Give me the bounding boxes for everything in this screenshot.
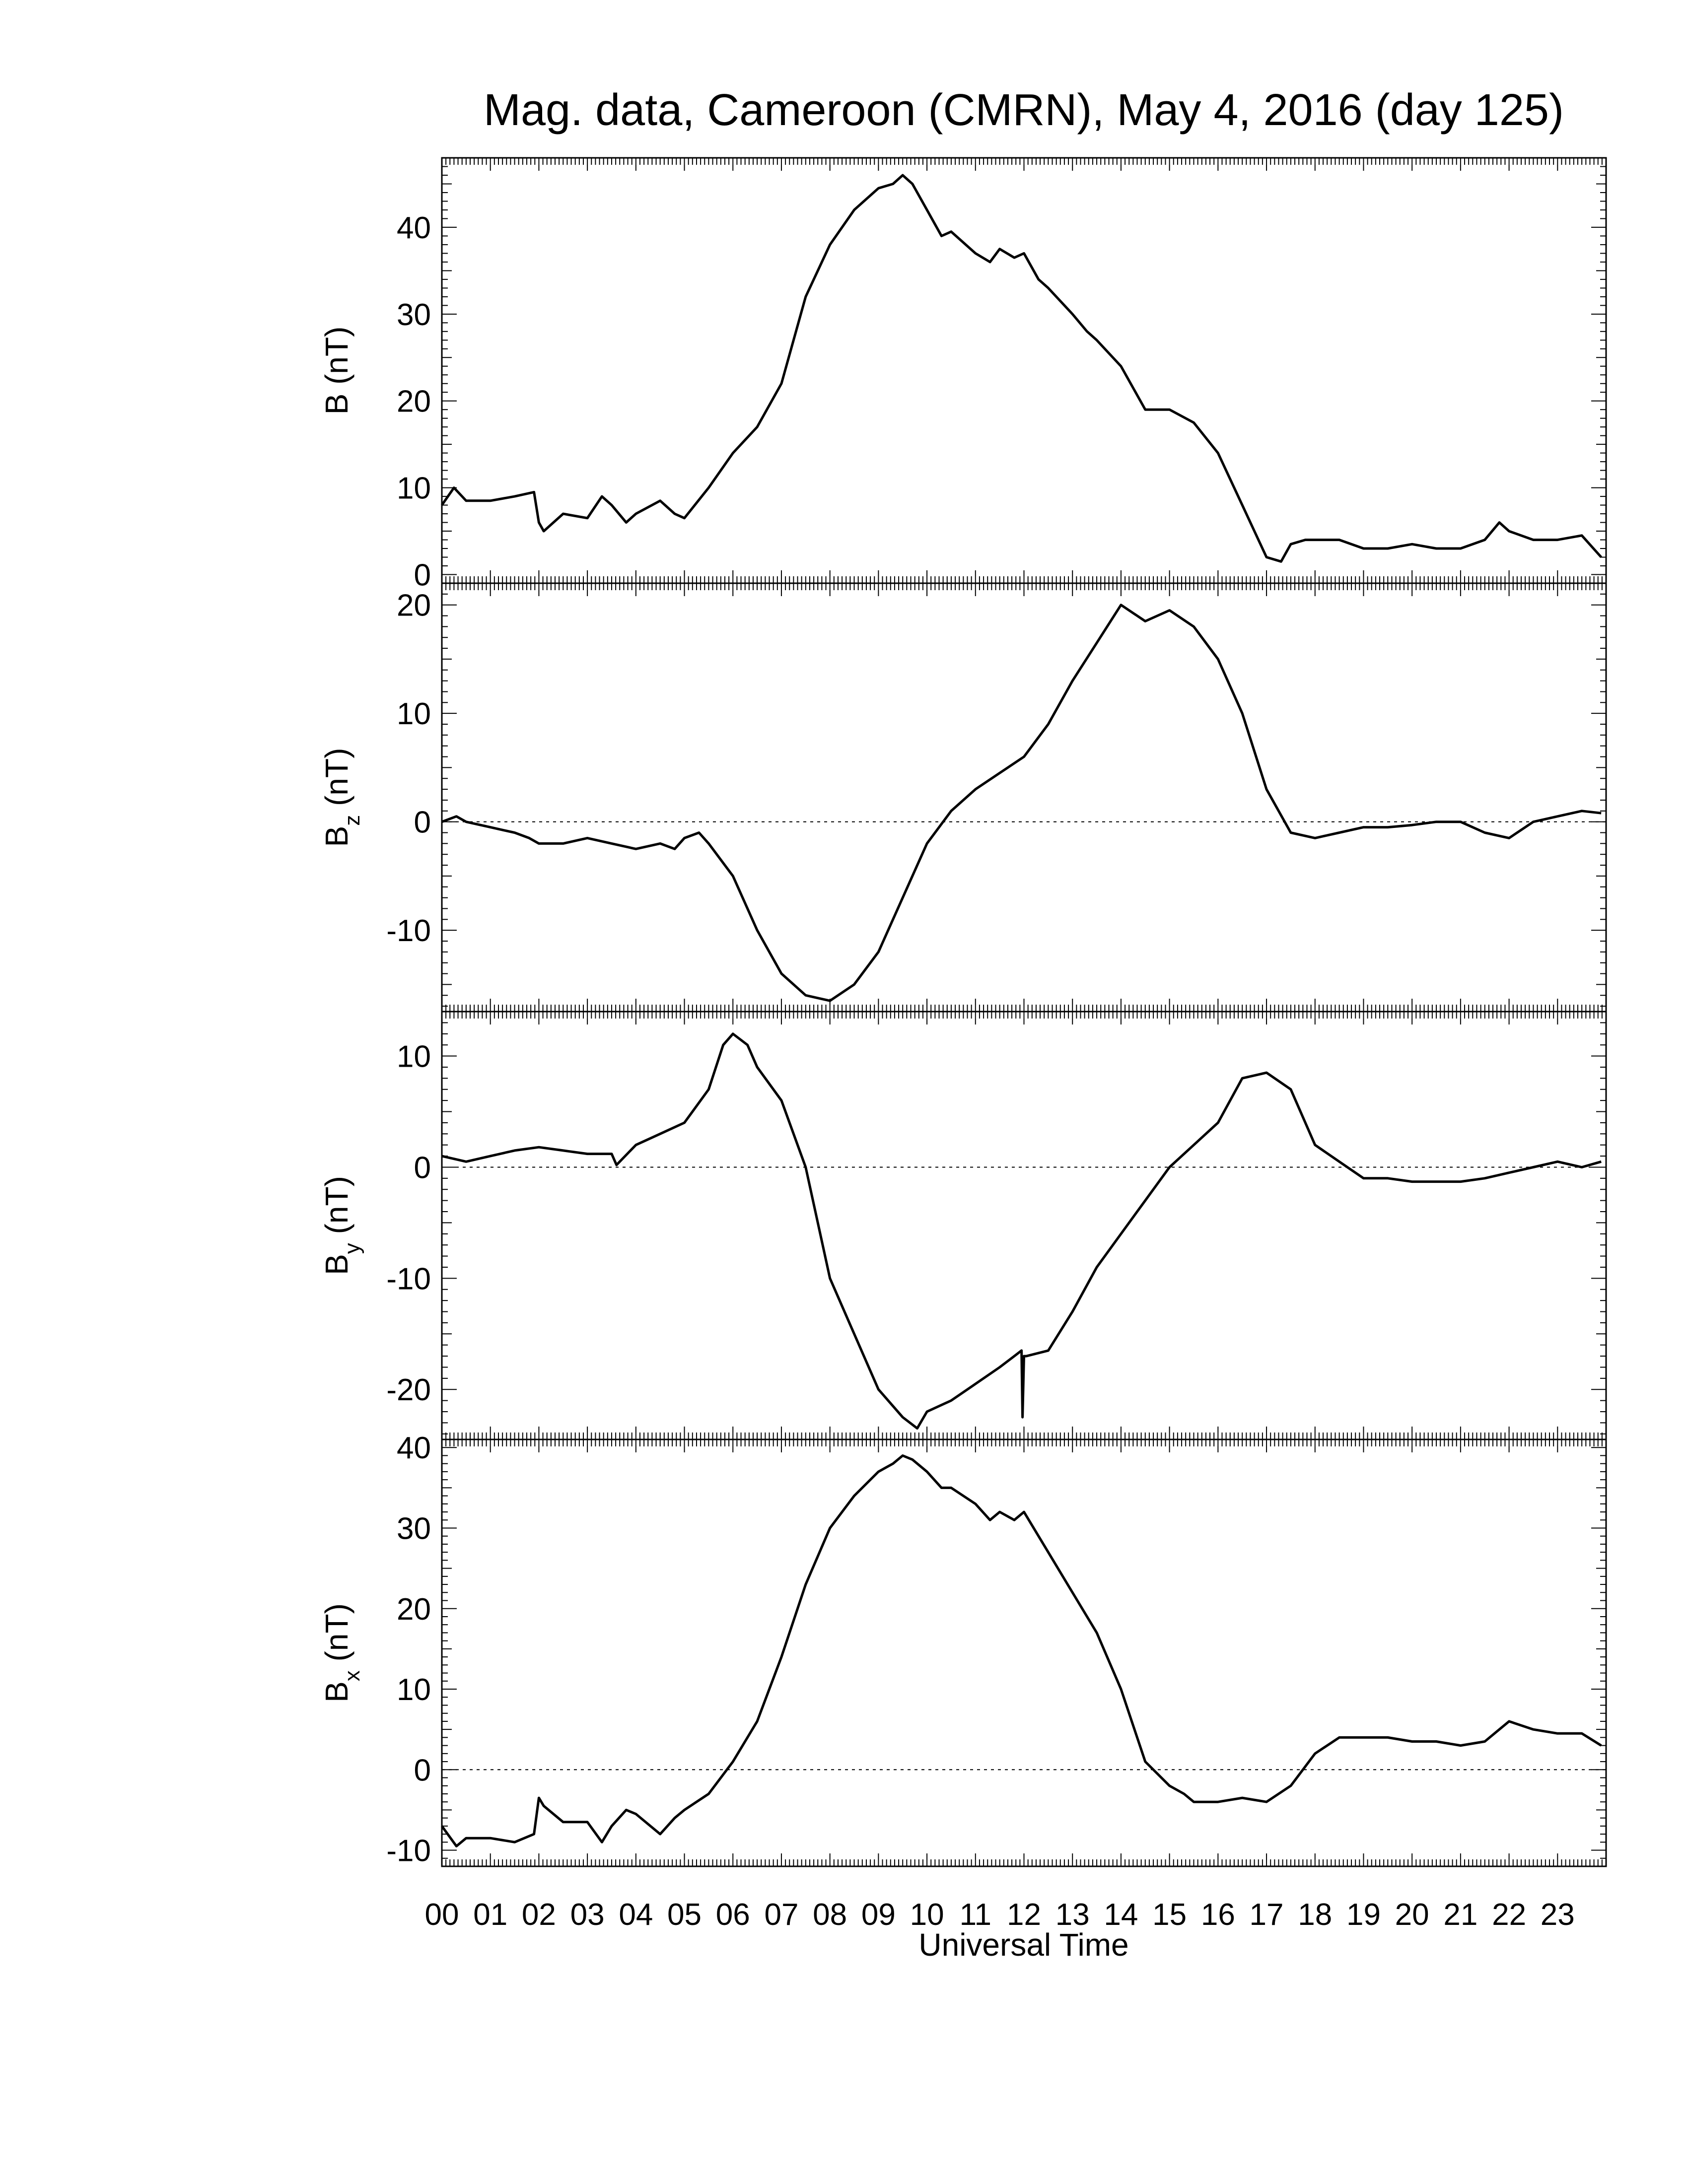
x-tick-label: 14 <box>1104 1898 1138 1932</box>
y-tick-label-By: 0 <box>414 1151 431 1185</box>
x-tick-label: 17 <box>1250 1898 1284 1932</box>
x-tick-label: 10 <box>910 1898 944 1932</box>
y-axis-label-unit: (nT) <box>319 1176 354 1243</box>
panel-By: -20 -10 0 10 By (nT) <box>319 1011 1607 1440</box>
x-tick-label: 20 <box>1395 1898 1429 1932</box>
x-tick-label: 21 <box>1443 1898 1477 1932</box>
y-tick-label-B: 10 <box>397 472 431 506</box>
panel-Bx: -10 0 10 20 30 40 Bx (nT) <box>319 1431 1607 1868</box>
y-tick-label-Bz: -10 <box>386 914 431 948</box>
y-tick-label-Bz: 10 <box>397 697 431 731</box>
x-tick-label: 11 <box>960 1898 991 1932</box>
y-tick-label-Bx: 20 <box>397 1592 431 1627</box>
panel-B: 0 10 20 30 40 B (nT) <box>319 157 1607 593</box>
y-axis-label-Bx: Bx (nT) <box>319 1603 364 1703</box>
y-tick-label-By: -10 <box>386 1262 431 1296</box>
x-tick-label: 19 <box>1346 1898 1381 1932</box>
y-tick-label-Bx: 10 <box>397 1673 431 1707</box>
x-tick-label: 15 <box>1152 1898 1187 1932</box>
y-axis-label-symbol: B <box>319 1254 354 1275</box>
y-tick-label-Bx: -10 <box>386 1834 431 1868</box>
x-tick-label: 12 <box>1007 1898 1041 1932</box>
y-tick-label-By: -20 <box>386 1373 431 1407</box>
y-axis-label-subscript: x <box>340 1670 364 1681</box>
y-tick-label-Bx: 30 <box>397 1511 431 1546</box>
panel-frame-Bx <box>441 1438 1607 1867</box>
x-tick-label: 22 <box>1492 1898 1526 1932</box>
y-axis-label-unit: (nT) <box>319 748 354 815</box>
y-axis-label-symbol: B <box>319 826 354 847</box>
x-tick-label: 00 <box>425 1898 459 1932</box>
y-axis-label-symbol: B <box>319 1681 354 1703</box>
x-tick-label: 06 <box>716 1898 750 1932</box>
y-axis-label-B: B (nT) <box>319 327 354 415</box>
x-tick-label: 18 <box>1298 1898 1332 1932</box>
y-tick-label-By: 10 <box>397 1040 431 1074</box>
x-tick-label: 07 <box>764 1898 798 1932</box>
x-tick-label: 01 <box>473 1898 507 1932</box>
panels-group: 0 10 20 30 40 B (nT) -10 0 10 20 Bz (nT) -20 -10 0 10 B… <box>319 157 1607 1868</box>
y-axis-label-subscript: y <box>340 1243 364 1254</box>
y-axis-label-unit: (nT) <box>319 327 354 394</box>
x-tick-label: 23 <box>1541 1898 1575 1932</box>
y-tick-label-Bx: 0 <box>414 1753 431 1787</box>
x-tick-label: 09 <box>861 1898 896 1932</box>
y-tick-label-B: 30 <box>397 298 431 332</box>
panel-frame-Bz <box>441 582 1607 1013</box>
y-axis-label-subscript: z <box>340 815 364 826</box>
y-tick-label-Bz: 0 <box>414 806 431 840</box>
y-tick-label-B: 20 <box>397 385 431 419</box>
series-line-Bx <box>440 1454 1602 1847</box>
y-tick-label-B: 0 <box>414 558 431 593</box>
x-axis-label: Universal Time <box>918 1927 1128 1963</box>
series-line-By <box>441 1032 1602 1430</box>
x-tick-label: 05 <box>667 1898 702 1932</box>
panel-frame-B <box>441 157 1607 584</box>
series-line-Bz <box>441 604 1602 1002</box>
y-axis-label-symbol: B <box>319 394 354 415</box>
y-tick-label-Bx: 40 <box>397 1431 431 1465</box>
panel-Bz: -10 0 10 20 Bz (nT) <box>319 582 1607 1013</box>
y-tick-label-B: 40 <box>397 211 431 245</box>
x-tick-label: 03 <box>570 1898 605 1932</box>
y-axis-label-Bz: Bz (nT) <box>319 748 364 847</box>
x-tick-label: 08 <box>813 1898 847 1932</box>
y-tick-label-Bz: 20 <box>397 589 431 623</box>
y-axis-label-By: By (nT) <box>319 1176 364 1275</box>
x-tick-label: 02 <box>522 1898 556 1932</box>
series-line-B <box>440 174 1603 563</box>
x-tick-label: 13 <box>1055 1898 1090 1932</box>
x-tick-labels: 00 01 02 03 04 05 06 07 08 09 10 11 12 13 14 15 16 17 18 19… <box>425 1898 1575 1932</box>
x-tick-label: 16 <box>1201 1898 1235 1932</box>
y-axis-label-unit: (nT) <box>319 1603 354 1670</box>
x-tick-label: 04 <box>619 1898 653 1932</box>
chart-title: Mag. data, Cameroon (CMRN), May 4, 2016 … <box>484 85 1564 135</box>
